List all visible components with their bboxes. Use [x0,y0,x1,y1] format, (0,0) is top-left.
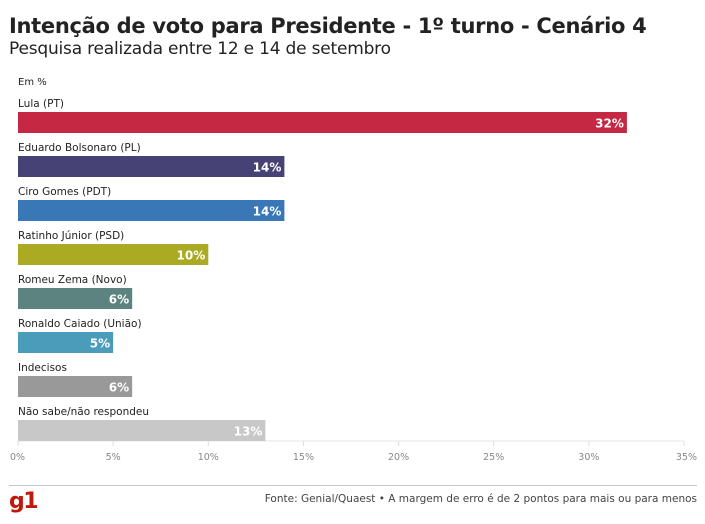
bar-value-label: 14% [253,205,282,219]
g1-logo: g1 [9,489,39,514]
bar-category-label: Romeu Zema (Novo) [18,274,127,286]
x-tick-label: 5% [106,452,121,463]
x-tick-label: 15% [293,452,314,463]
bar-chart: 0% 5% 10% 15% 20% 25% 30% 35% Lula (PT) 32% Eduard… [10,98,697,463]
bar [18,288,133,309]
bar-category-label: Lula (PT) [18,98,64,110]
bar-value-label: 32% [595,117,624,131]
bar-category-label: Eduardo Bolsonaro (PL) [18,142,141,154]
bar [18,244,209,265]
bar-value-label: 6% [109,381,129,395]
bar-value-label: 5% [90,337,110,351]
bar-value-label: 10% [177,249,206,263]
x-tick-label: 25% [483,452,504,463]
bar-category-label: Ciro Gomes (PDT) [18,186,111,198]
bar [18,332,114,353]
source-note: Fonte: Genial/Quaest • A margem de erro … [264,493,697,505]
bar [18,112,627,133]
bar-category-label: Ratinho Júnior (PSD) [18,230,124,242]
bar [18,156,285,177]
x-tick-label: 20% [388,452,409,463]
x-tick-label: 30% [578,452,599,463]
bar [18,200,285,221]
footer-divider [9,485,697,486]
bar [18,376,133,397]
x-tick-label: 35% [676,452,697,463]
bar [18,420,266,441]
chart-subtitle: Pesquisa realizada entre 12 e 14 de sete… [9,39,391,59]
x-tick-label: 10% [198,452,219,463]
unit-label: Em % [18,77,47,88]
bar-category-label: Não sabe/não respondeu [18,406,149,418]
chart-title: Intenção de voto para Presidente - 1º tu… [9,14,647,38]
x-tick-label: 0% [10,452,25,463]
bar-value-label: 14% [253,161,282,175]
bar-category-label: Indecisos [18,362,67,374]
bar-category-label: Ronaldo Caiado (União) [18,318,142,330]
bar-value-label: 6% [109,293,129,307]
bar-value-label: 13% [234,425,263,439]
